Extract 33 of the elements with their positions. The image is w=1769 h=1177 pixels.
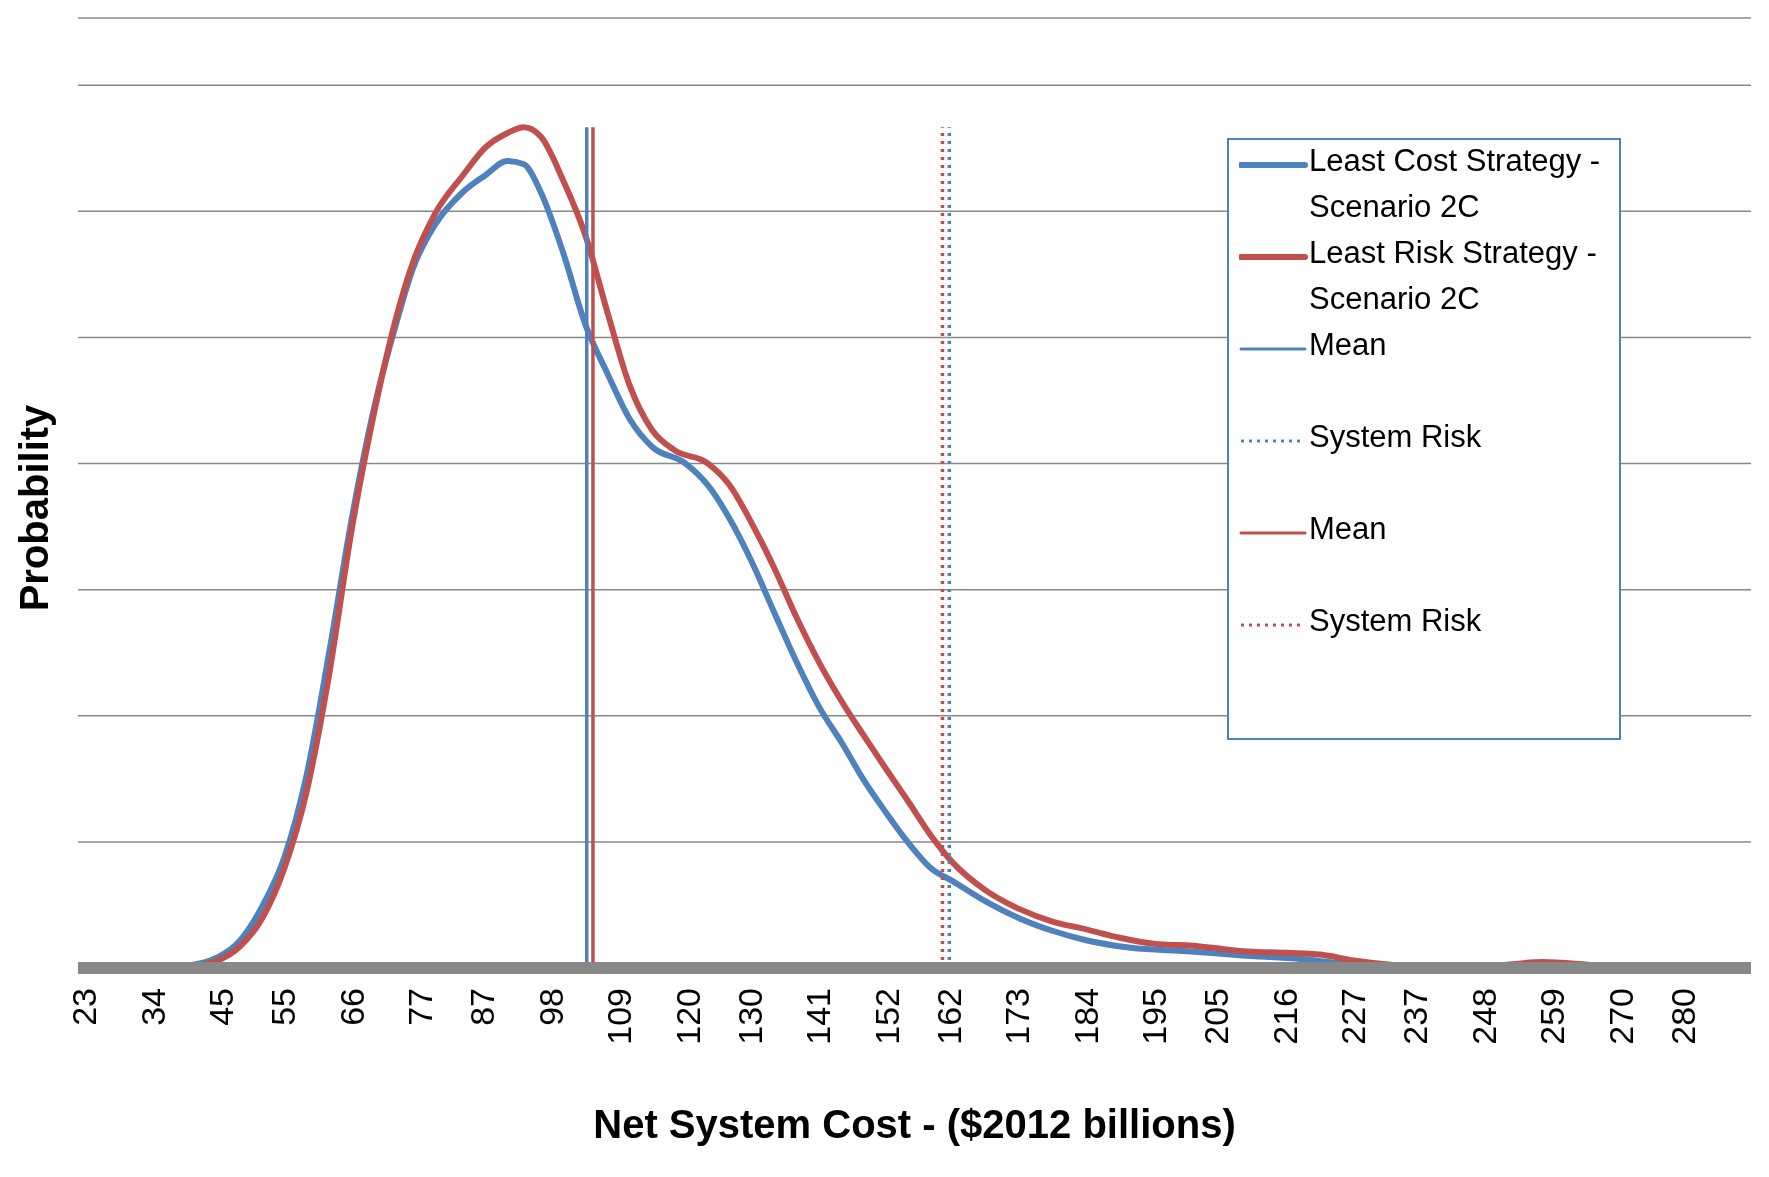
x-tick-label: 45	[202, 988, 241, 1026]
x-tick-label: 248	[1464, 988, 1503, 1045]
x-tick-label: 152	[867, 988, 906, 1045]
x-tick-label: 195	[1135, 988, 1174, 1045]
x-axis-title: Net System Cost - ($2012 billions)	[593, 1102, 1236, 1146]
x-tick-label: 130	[730, 988, 769, 1045]
x-tick-label: 87	[463, 988, 502, 1026]
x-tick-label: 141	[799, 988, 838, 1045]
legend-label: Least Risk Strategy - Scenario 2C	[1309, 234, 1598, 318]
x-tick-label: 216	[1265, 988, 1304, 1045]
legend-label: Mean	[1309, 326, 1387, 364]
x-tick-label: 270	[1601, 988, 1640, 1045]
x-tick-label: 184	[1066, 988, 1105, 1045]
x-tick-label: 237	[1396, 988, 1435, 1045]
x-tick-label: 173	[998, 988, 1037, 1045]
x-tick-label: 162	[929, 988, 968, 1045]
x-tick-label: 205	[1197, 988, 1236, 1045]
x-tick-label: 280	[1663, 988, 1702, 1045]
legend-label: Mean	[1309, 510, 1387, 548]
legend-label: Least Cost Strategy - Scenario 2C	[1309, 142, 1602, 226]
x-tick-label: 109	[600, 988, 639, 1045]
x-tick-label: 98	[531, 988, 570, 1026]
x-tick-label: 227	[1334, 988, 1373, 1045]
x-tick-label: 259	[1533, 988, 1572, 1045]
x-tick-label: 55	[264, 988, 303, 1026]
x-tick-label: 66	[332, 988, 371, 1026]
y-axis-title: Probability	[12, 403, 56, 612]
x-tick-label: 120	[668, 988, 707, 1045]
x-tick-label: 23	[65, 988, 104, 1026]
x-tick-label: 34	[133, 988, 172, 1026]
legend-label: System Risk	[1309, 418, 1482, 456]
legend-label: System Risk	[1309, 602, 1482, 640]
x-tick-label: 77	[401, 988, 440, 1026]
